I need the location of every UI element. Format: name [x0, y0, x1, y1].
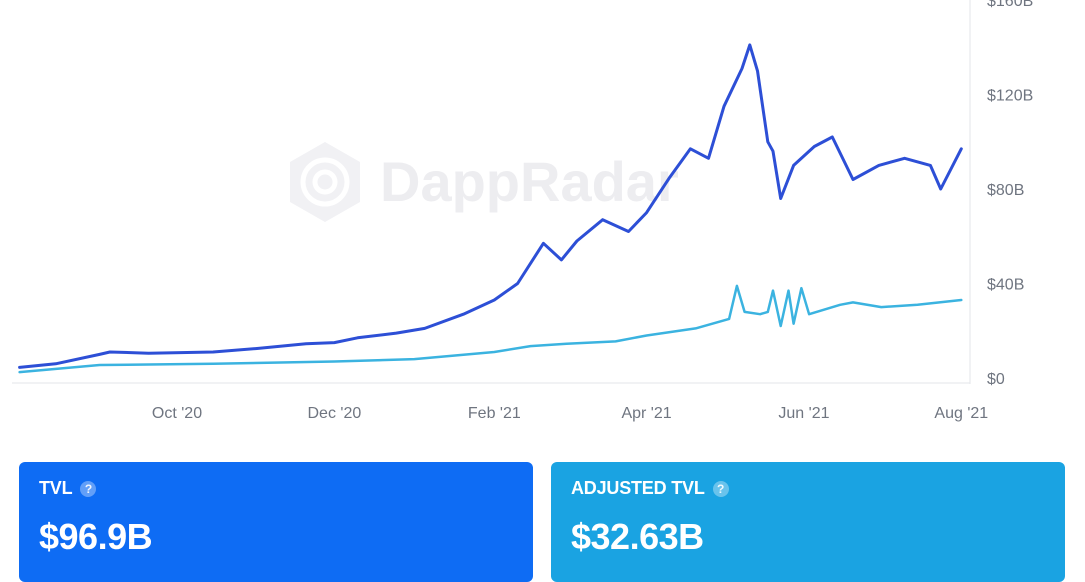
watermark-text: DappRadar [380, 150, 679, 213]
y-axis-ticks: $0 $40B $80B $120B $160B [987, 0, 1033, 388]
y-tick-label: $120B [987, 88, 1033, 105]
x-tick-label: Dec '20 [308, 405, 362, 422]
x-tick-label: Aug '21 [934, 405, 988, 422]
question-circle-icon[interactable]: ? [80, 480, 97, 497]
x-tick-label: Apr '21 [621, 405, 671, 422]
tvl-label: TVL [39, 478, 73, 498]
dappradar-logo-icon [290, 142, 360, 222]
adjusted-tvl-label: ADJUSTED TVL [571, 478, 705, 498]
x-tick-label: Jun '21 [778, 405, 829, 422]
y-tick-label: $40B [987, 277, 1024, 294]
x-tick-label: Oct '20 [152, 405, 202, 422]
y-tick-label: $80B [987, 182, 1024, 199]
tvl-value: $96.9B [39, 516, 153, 557]
series-layer [18, 43, 963, 374]
x-tick-label: Feb '21 [468, 405, 521, 422]
y-tick-label: $0 [987, 371, 1005, 388]
watermark: DappRadar [290, 142, 679, 222]
tvl-chart: DappRadar $0 $40B $80B $120B $160B Oct '20 De… [12, 0, 1033, 422]
y-tick-label: $160B [987, 0, 1033, 10]
x-axis-ticks: Oct '20 Dec '20 Feb '21 Apr '21 Jun '21 Aug '… [152, 405, 988, 422]
adjusted-tvl-value: $32.63B [571, 516, 704, 557]
tvl-card-title: TVL ? [39, 478, 513, 499]
tvl-card: TVL ? $96.9B [19, 462, 533, 582]
tvl-series-line [18, 43, 963, 369]
adjusted-tvl-card-title: ADJUSTED TVL ? [571, 478, 1045, 499]
adjusted-tvl-series-line [18, 284, 963, 374]
adjusted-tvl-card: ADJUSTED TVL ? $32.63B [551, 462, 1065, 582]
question-circle-icon[interactable]: ? [712, 480, 729, 497]
